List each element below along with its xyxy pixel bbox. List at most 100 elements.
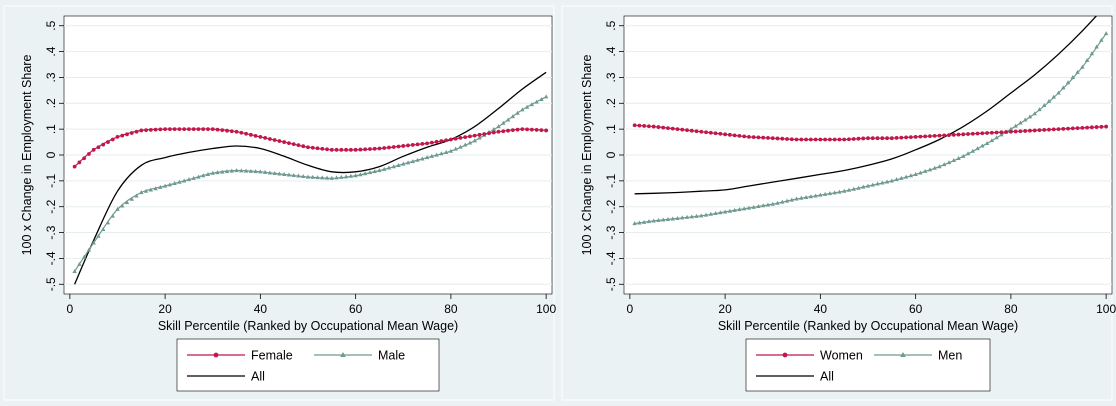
x-axis-label: Skill Percentile (Ranked by Occupational… (718, 319, 1018, 333)
data-point (282, 140, 287, 144)
data-point (928, 134, 932, 139)
data-point (353, 173, 358, 178)
data-point (196, 127, 201, 132)
data-point (391, 145, 396, 149)
data-point (675, 215, 680, 220)
data-point (841, 188, 847, 193)
data-point (415, 142, 420, 147)
data-point (167, 127, 172, 132)
data-point (894, 177, 899, 182)
data-point (822, 191, 828, 196)
data-point (875, 136, 880, 141)
y-tick-label: -.1 (44, 174, 58, 188)
data-point (1089, 51, 1095, 56)
data-point (205, 171, 211, 176)
data-point (187, 127, 191, 132)
data-point (539, 128, 544, 133)
data-point (377, 146, 382, 151)
data-point (865, 183, 871, 188)
data-point (885, 136, 889, 141)
data-point (1023, 129, 1028, 133)
data-point (918, 170, 923, 175)
data-point (301, 144, 306, 149)
data-point (158, 127, 163, 132)
data-point (220, 169, 225, 174)
data-point (248, 168, 254, 173)
data-point (501, 120, 506, 125)
y-tick-label: .3 (604, 72, 618, 82)
data-point (343, 174, 349, 179)
data-point (339, 174, 344, 179)
x-tick-label: 20 (158, 302, 172, 316)
data-point (72, 164, 77, 169)
data-point (520, 127, 525, 132)
data-point (415, 157, 420, 162)
data-point (1004, 130, 1009, 134)
data-point (861, 136, 866, 141)
data-point (1103, 31, 1109, 36)
x-tick-label: 20 (718, 302, 732, 316)
data-point (243, 168, 249, 173)
data-point (429, 153, 435, 158)
data-point (903, 174, 909, 179)
data-point (747, 135, 751, 139)
data-point (153, 186, 158, 191)
x-tick-label: 40 (814, 302, 828, 316)
data-point (467, 140, 473, 145)
data-point (684, 214, 690, 219)
data-point (708, 130, 713, 135)
data-point (666, 126, 670, 131)
data-point (162, 183, 168, 188)
data-point (520, 107, 525, 112)
data-point (477, 132, 482, 137)
data-point (699, 129, 704, 134)
data-point (856, 136, 861, 141)
y-tick-label: -.4 (604, 251, 618, 265)
data-point (86, 247, 92, 252)
data-point (348, 147, 353, 152)
data-point (101, 142, 106, 147)
x-tick-label: 40 (254, 302, 268, 316)
series-all (74, 71, 547, 285)
data-point (453, 146, 458, 151)
data-point (975, 146, 980, 151)
x-tick-label: 100 (1096, 302, 1116, 316)
data-point (91, 240, 96, 245)
data-point (889, 136, 894, 141)
data-point (339, 147, 344, 152)
data-point (439, 139, 444, 143)
data-point (177, 179, 182, 184)
data-point (918, 134, 923, 139)
y-tick-label: -.3 (604, 225, 618, 239)
data-point (201, 127, 206, 132)
data-point (496, 124, 501, 129)
data-point (248, 132, 253, 137)
data-point (286, 172, 292, 177)
data-point (181, 178, 187, 183)
data-point (889, 178, 895, 183)
data-point (163, 127, 168, 132)
data-point (847, 137, 851, 142)
series-female (72, 127, 549, 169)
data-point (510, 128, 515, 133)
data-point (239, 130, 244, 135)
data-point (401, 144, 406, 148)
data-point (186, 177, 192, 182)
data-point (646, 219, 652, 224)
data-point (689, 128, 694, 133)
data-point (694, 129, 699, 134)
data-point (732, 207, 737, 212)
data-point (770, 201, 775, 206)
series-men (632, 31, 1109, 226)
data-point (766, 136, 770, 140)
y-tick-label: .4 (44, 46, 58, 56)
data-point (908, 135, 913, 140)
data-point (994, 130, 999, 135)
data-point (923, 134, 928, 139)
data-point (244, 131, 248, 136)
data-point (756, 135, 761, 140)
data-point (947, 133, 951, 137)
data-point (813, 193, 818, 198)
series-line-all (634, 16, 1098, 195)
data-point (458, 136, 463, 140)
